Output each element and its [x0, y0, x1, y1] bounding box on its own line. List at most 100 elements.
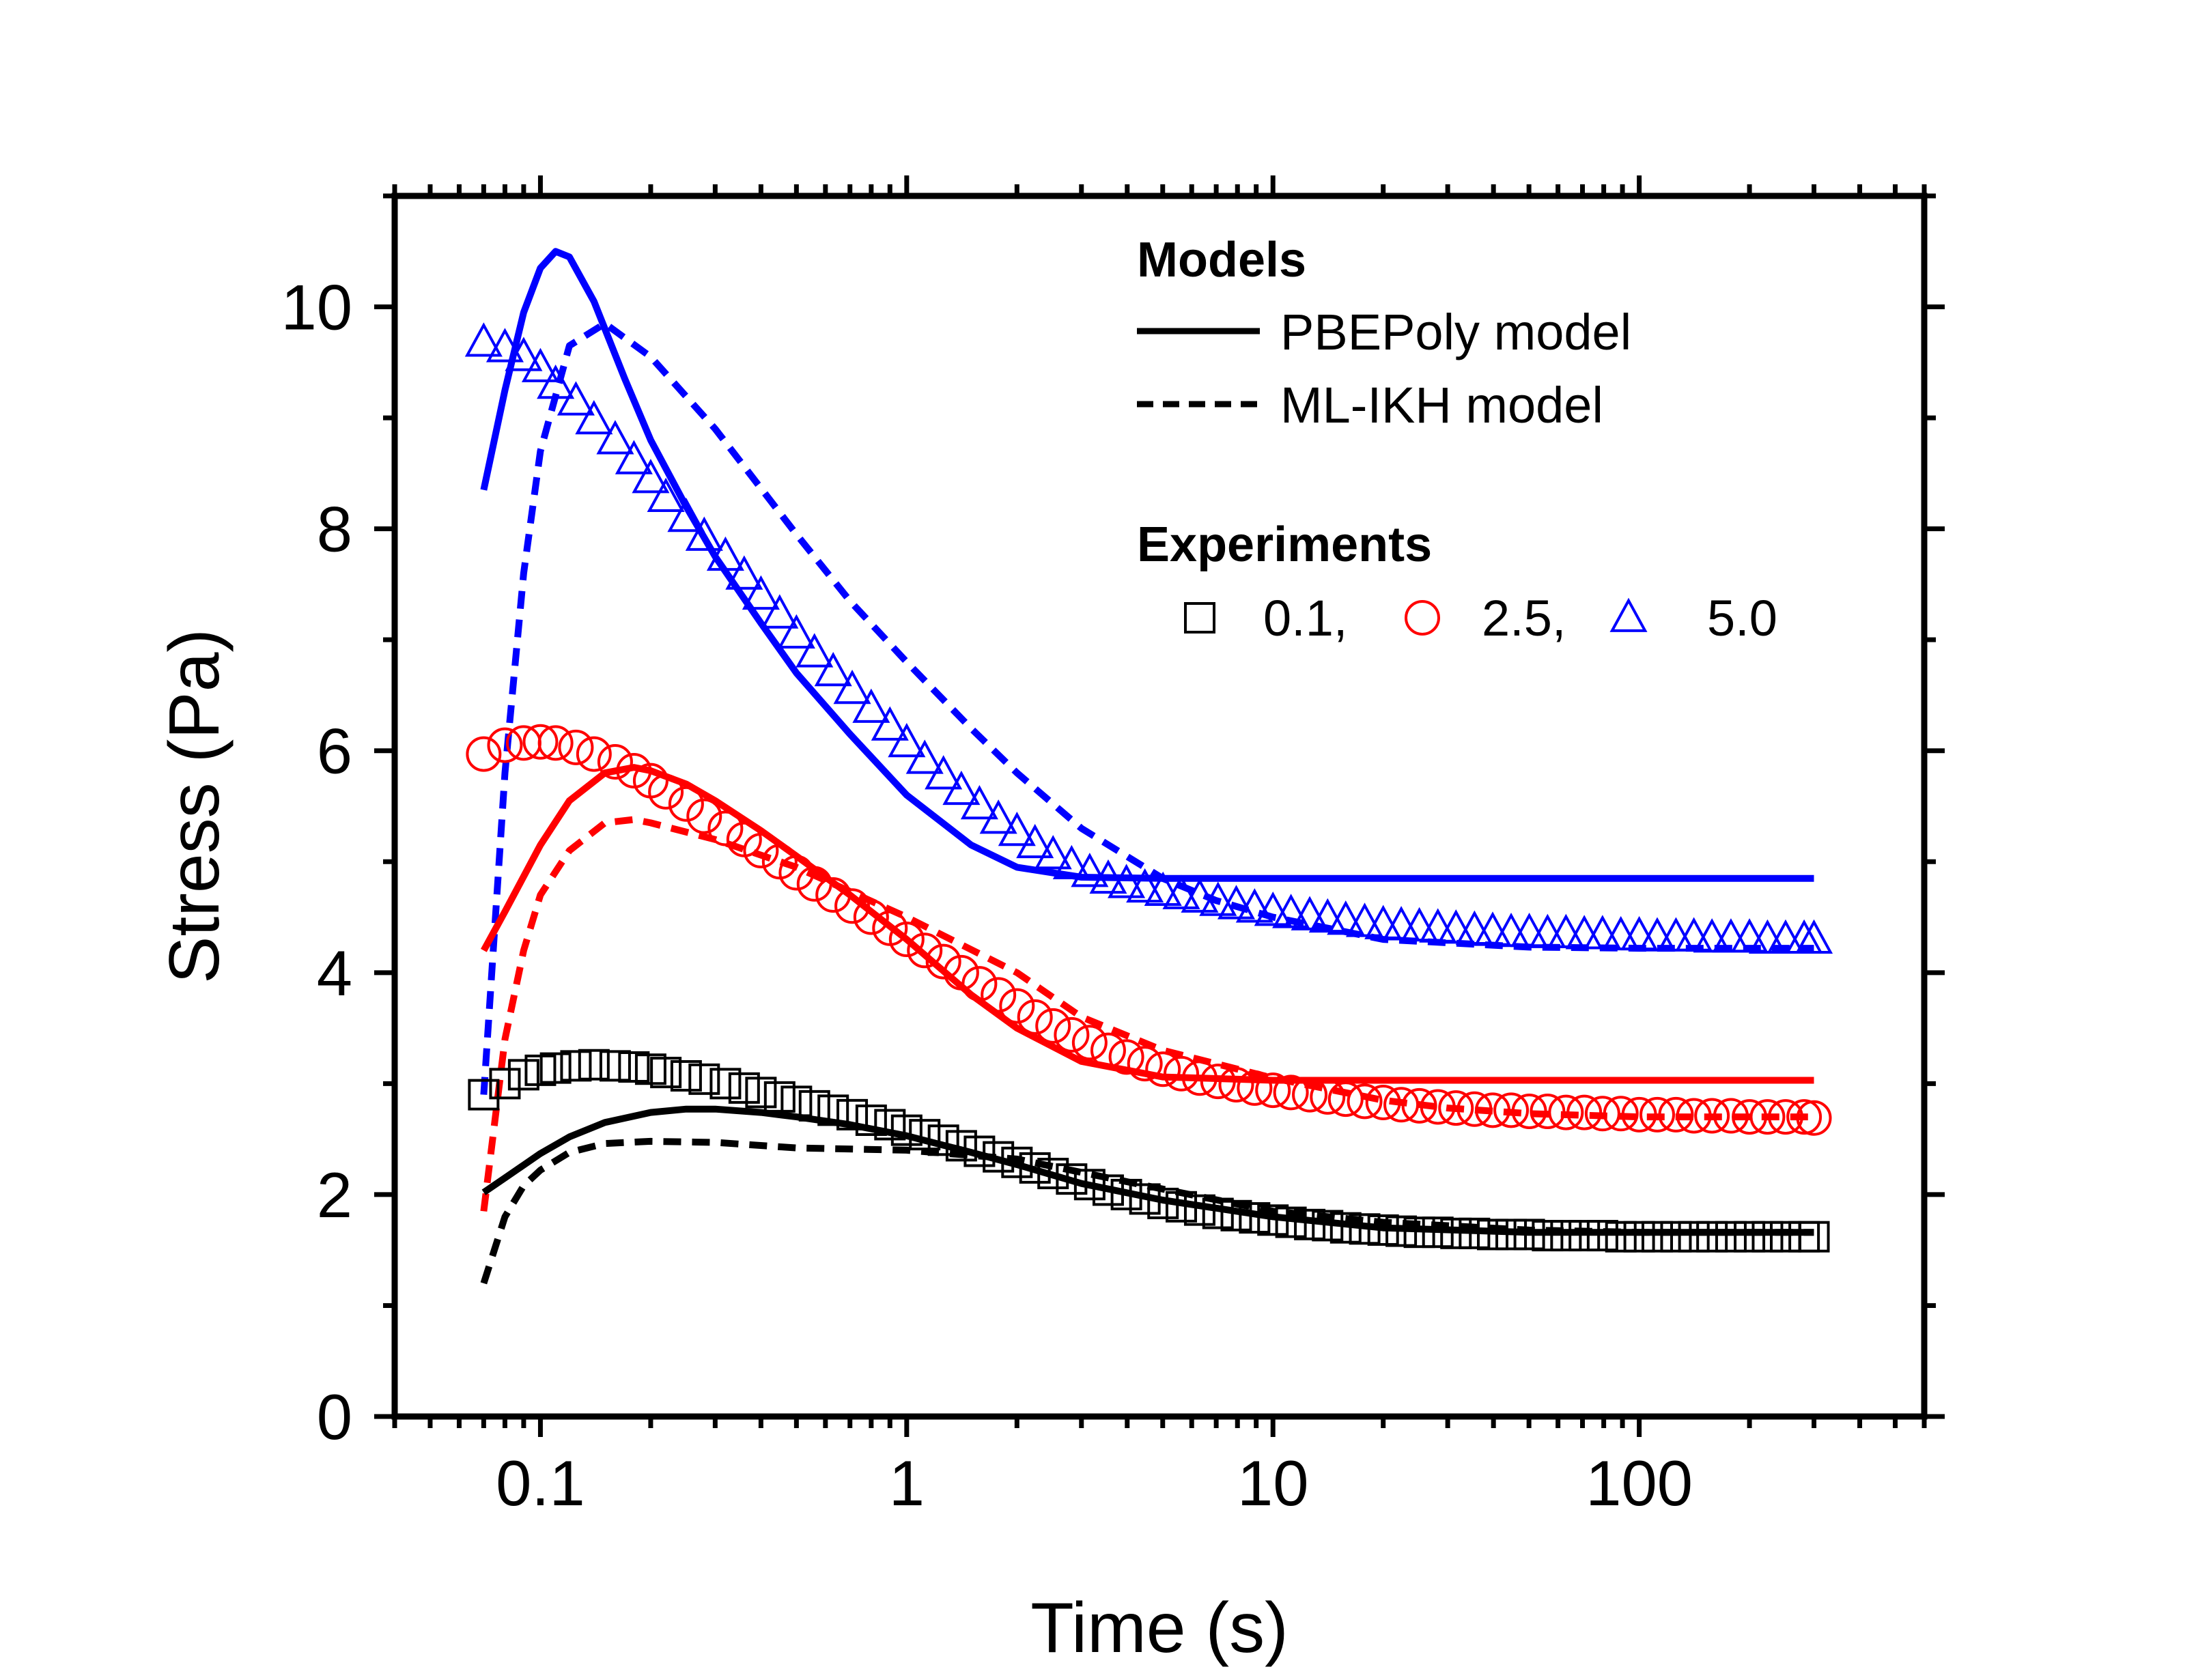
data-point-circle	[576, 736, 612, 772]
data-point-circle	[1383, 1087, 1420, 1123]
data-point-triangle	[725, 555, 763, 590]
data-point-square	[1349, 1213, 1381, 1245]
data-point-triangle	[1089, 859, 1127, 894]
data-point-circle	[743, 833, 779, 869]
data-point-square	[890, 1114, 923, 1146]
data-point-square	[1220, 1199, 1252, 1231]
data-point-circle	[1438, 1090, 1474, 1126]
data-point-square	[836, 1098, 869, 1130]
data-point-triangle	[1346, 902, 1384, 937]
data-point-circle	[1108, 1039, 1144, 1075]
data-point-circle	[1163, 1055, 1199, 1092]
data-point-square	[1329, 1212, 1362, 1244]
data-point-triangle	[1181, 878, 1219, 913]
data-point-circle	[888, 922, 925, 958]
axis-ticks	[374, 175, 1945, 1437]
data-point-square	[1257, 1204, 1289, 1236]
data-point-circle	[925, 943, 961, 980]
data-point-square	[1001, 1146, 1033, 1178]
data-point-square	[1532, 1220, 1564, 1252]
data-point-triangle	[1620, 915, 1659, 951]
data-point-triangle	[1327, 900, 1365, 935]
data-point-circle	[686, 798, 722, 834]
x-tick-label: 0.1	[496, 1447, 585, 1519]
data-point-square	[560, 1050, 592, 1082]
data-point-circle	[1474, 1092, 1510, 1128]
data-point-square	[1513, 1219, 1545, 1251]
data-point-square	[1734, 1221, 1766, 1253]
data-point-circle	[1071, 1025, 1108, 1061]
plot-frame	[391, 193, 1928, 1420]
data-point-square	[798, 1090, 830, 1122]
data-point-square	[1239, 1202, 1271, 1234]
data-point-triangle	[1547, 913, 1585, 948]
series-line-pbepoly-solid	[481, 1105, 1814, 1236]
data-point-circle	[522, 724, 559, 760]
data-point-square	[1092, 1174, 1124, 1206]
data-point-circle	[466, 736, 502, 772]
data-point-square	[927, 1124, 959, 1156]
data-point-circle	[1127, 1046, 1163, 1082]
data-point-circle	[1621, 1096, 1657, 1133]
data-point-triangle	[1730, 918, 1769, 953]
data-point-triangle	[667, 498, 705, 532]
data-point-triangle	[1254, 892, 1292, 926]
data-point-square	[1202, 1197, 1234, 1229]
data-point-triangle	[632, 459, 670, 494]
data-point-circle	[1292, 1077, 1328, 1113]
legend-marker-triangle	[1609, 597, 1648, 632]
data-point-square	[855, 1105, 887, 1137]
legend-marker-label-2: 5.0	[1707, 590, 1777, 646]
data-point-square	[780, 1085, 813, 1117]
data-point-square	[507, 1059, 539, 1091]
data-point-square	[650, 1057, 682, 1089]
data-point-circle	[1310, 1079, 1346, 1115]
tick-labels: 0.1 1 10 100 0 2 4 6 8 10	[281, 272, 1693, 1519]
data-point-circle	[1090, 1032, 1126, 1068]
data-point-circle	[815, 877, 851, 913]
data-point-circle	[1676, 1098, 1712, 1134]
data-point-square	[1605, 1221, 1637, 1253]
data-point-triangle	[905, 739, 944, 774]
legend-marker-label-0: 0.1,	[1263, 590, 1347, 646]
series-points-triangle	[464, 322, 1833, 954]
data-point-triangle	[685, 516, 723, 551]
data-point-square	[1476, 1219, 1508, 1251]
data-point-triangle	[796, 633, 834, 668]
series-line-pbepoly-solid	[480, 248, 1814, 882]
data-point-triangle	[998, 812, 1036, 846]
data-point-square	[1385, 1215, 1418, 1247]
data-point-triangle	[1016, 823, 1054, 859]
data-point-triangle	[979, 799, 1017, 834]
data-point-square	[817, 1094, 849, 1126]
data-point-circle	[1658, 1096, 1694, 1133]
data-point-square	[1440, 1217, 1472, 1249]
data-point-circle	[943, 954, 979, 991]
data-point-circle	[1732, 1099, 1768, 1135]
data-point-triangle	[960, 785, 998, 820]
data-point-triangle	[1419, 908, 1457, 943]
data-point-triangle	[521, 347, 559, 382]
data-point-square	[1623, 1221, 1655, 1253]
data-point-square	[539, 1052, 572, 1084]
legend-experiments-heading: Experiments	[1137, 517, 1432, 572]
data-point-circle	[778, 855, 815, 891]
series-line-pbepoly-solid	[481, 764, 1814, 1084]
data-point-triangle	[1272, 894, 1310, 928]
data-point-circle	[1200, 1064, 1236, 1100]
series-points-square	[468, 1049, 1830, 1253]
data-point-triangle	[485, 328, 524, 362]
data-point-triangle	[537, 364, 575, 399]
data-point-square	[1110, 1178, 1142, 1210]
legend-marker-circle	[1405, 600, 1440, 636]
data-point-triangle	[888, 722, 926, 758]
data-point-circle	[1017, 999, 1053, 1035]
data-point-triangle	[1474, 911, 1512, 946]
data-point-circle	[487, 727, 523, 763]
data-point-square	[1056, 1163, 1088, 1195]
data-point-circle	[1548, 1094, 1584, 1130]
data-point-circle	[1584, 1096, 1620, 1132]
data-point-circle	[1530, 1094, 1566, 1129]
data-point-triangle	[852, 688, 890, 723]
